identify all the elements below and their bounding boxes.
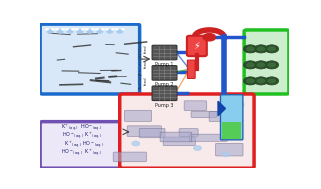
Circle shape <box>115 28 118 30</box>
Circle shape <box>246 46 255 51</box>
Circle shape <box>95 28 99 30</box>
Circle shape <box>194 146 201 150</box>
FancyBboxPatch shape <box>190 134 227 141</box>
FancyBboxPatch shape <box>40 122 127 168</box>
Circle shape <box>87 29 93 33</box>
FancyBboxPatch shape <box>152 86 177 101</box>
Circle shape <box>246 62 255 67</box>
Text: Pump 2: Pump 2 <box>155 82 174 87</box>
Circle shape <box>246 78 255 84</box>
Text: HO$^-$$_{(aq.)}$  K$^+$$_{(aq.)}$: HO$^-$$_{(aq.)}$ K$^+$$_{(aq.)}$ <box>61 148 103 159</box>
Circle shape <box>265 61 279 69</box>
FancyBboxPatch shape <box>163 137 195 146</box>
Circle shape <box>223 131 230 136</box>
FancyBboxPatch shape <box>152 66 177 80</box>
Circle shape <box>51 28 55 30</box>
Circle shape <box>235 119 243 123</box>
FancyBboxPatch shape <box>222 122 241 139</box>
FancyBboxPatch shape <box>139 129 165 138</box>
FancyBboxPatch shape <box>184 101 207 111</box>
Circle shape <box>107 29 113 33</box>
Circle shape <box>81 28 85 30</box>
Text: Pump 1: Pump 1 <box>155 62 174 67</box>
Text: HO$^-$$_{(aq.)}$ K$^+$$_{(aq.)}$: HO$^-$$_{(aq.)}$ K$^+$$_{(aq.)}$ <box>62 131 103 142</box>
Text: Auxiliary
feed: Auxiliary feed <box>139 72 148 89</box>
Circle shape <box>254 77 268 85</box>
Circle shape <box>265 77 279 85</box>
FancyBboxPatch shape <box>125 110 152 121</box>
Circle shape <box>71 28 75 30</box>
Circle shape <box>243 45 257 53</box>
FancyBboxPatch shape <box>113 152 146 162</box>
Circle shape <box>254 45 268 53</box>
Circle shape <box>111 28 115 30</box>
Polygon shape <box>218 101 225 116</box>
Circle shape <box>267 78 276 84</box>
Circle shape <box>121 28 125 30</box>
Circle shape <box>256 46 265 51</box>
Text: DI Water
feed: DI Water feed <box>139 40 148 57</box>
Text: ⚡: ⚡ <box>194 41 200 51</box>
Circle shape <box>47 29 53 33</box>
FancyBboxPatch shape <box>160 132 192 142</box>
Circle shape <box>55 28 59 30</box>
FancyBboxPatch shape <box>120 94 254 168</box>
FancyBboxPatch shape <box>127 126 161 136</box>
Circle shape <box>57 29 63 33</box>
Circle shape <box>256 78 265 84</box>
Circle shape <box>256 62 265 67</box>
Circle shape <box>132 141 140 146</box>
Circle shape <box>222 152 230 156</box>
Circle shape <box>267 62 276 67</box>
FancyBboxPatch shape <box>191 111 217 118</box>
FancyBboxPatch shape <box>152 45 177 60</box>
Text: Pump 3: Pump 3 <box>155 103 174 108</box>
FancyBboxPatch shape <box>209 112 234 122</box>
Circle shape <box>91 28 95 30</box>
Circle shape <box>243 77 257 85</box>
Circle shape <box>267 46 276 51</box>
Circle shape <box>203 34 215 41</box>
FancyBboxPatch shape <box>221 95 243 140</box>
Circle shape <box>105 28 108 30</box>
Circle shape <box>85 28 89 30</box>
Circle shape <box>65 28 69 30</box>
Circle shape <box>75 28 79 30</box>
FancyBboxPatch shape <box>179 129 198 136</box>
Text: K$^+$$_{(aq.)}$ HO$^-$$_{(aq.)}$: K$^+$$_{(aq.)}$ HO$^-$$_{(aq.)}$ <box>61 139 104 151</box>
Circle shape <box>101 28 105 30</box>
Circle shape <box>117 29 123 33</box>
FancyBboxPatch shape <box>244 30 289 94</box>
Circle shape <box>61 28 65 30</box>
Circle shape <box>77 29 83 33</box>
Circle shape <box>243 61 257 69</box>
Circle shape <box>45 28 49 30</box>
Circle shape <box>254 61 268 69</box>
FancyBboxPatch shape <box>215 143 243 156</box>
FancyBboxPatch shape <box>187 60 195 78</box>
Text: K$^+$$_{(aq.)}$  HO$^-$$_{(aq.)}$: K$^+$$_{(aq.)}$ HO$^-$$_{(aq.)}$ <box>61 123 103 134</box>
Circle shape <box>97 29 103 33</box>
FancyBboxPatch shape <box>40 24 140 94</box>
Circle shape <box>236 102 244 107</box>
FancyBboxPatch shape <box>187 36 207 56</box>
Circle shape <box>265 45 279 53</box>
Text: Precursors /
feed: Precursors / feed <box>139 52 148 75</box>
Circle shape <box>67 29 73 33</box>
